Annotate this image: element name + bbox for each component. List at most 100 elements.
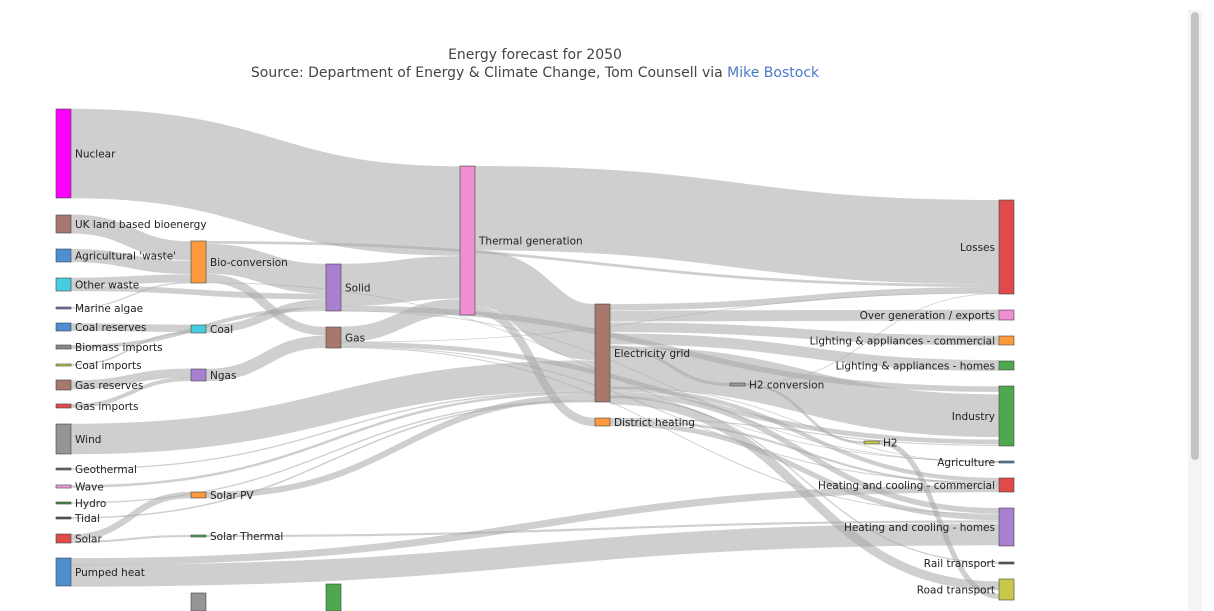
sankey-node-bar[interactable] bbox=[55, 379, 72, 391]
sankey-node-bar[interactable] bbox=[55, 214, 72, 234]
sankey-link bbox=[205, 241, 1000, 288]
sankey-node[interactable]: District heating bbox=[594, 417, 695, 429]
sankey-node-bar[interactable] bbox=[998, 477, 1015, 493]
sankey-node-bar[interactable] bbox=[55, 557, 72, 587]
sankey-node[interactable]: Road transport bbox=[917, 578, 1015, 601]
sankey-node-bar[interactable] bbox=[729, 382, 746, 387]
sankey-node[interactable]: Lighting & appliances - homes bbox=[836, 360, 1015, 373]
sankey-node-bar[interactable] bbox=[594, 303, 611, 403]
sankey-node[interactable]: Solar PV bbox=[190, 490, 254, 502]
sankey-node-bar[interactable] bbox=[998, 507, 1015, 547]
sankey-node-bar[interactable] bbox=[55, 533, 72, 544]
sankey-node-bar[interactable] bbox=[190, 534, 207, 538]
sankey-node[interactable]: Marine algae bbox=[55, 303, 143, 315]
sankey-node[interactable]: Gas reserves bbox=[55, 379, 143, 392]
sankey-node[interactable]: Wind bbox=[55, 423, 101, 455]
sankey-node[interactable]: Heating and cooling - commercial bbox=[818, 477, 1015, 493]
sankey-node-bar[interactable] bbox=[55, 423, 72, 455]
sankey-node[interactable]: Lighting & appliances - commercial bbox=[810, 335, 1015, 348]
sankey-node-bar[interactable] bbox=[190, 240, 207, 284]
sankey-node-bar[interactable] bbox=[55, 277, 72, 292]
sankey-node-label: Coal reserves bbox=[75, 322, 146, 334]
sankey-node-bar[interactable] bbox=[55, 363, 72, 367]
sankey-node-bar[interactable] bbox=[998, 309, 1015, 321]
sankey-node-bar[interactable] bbox=[55, 484, 72, 489]
sankey-node-bar[interactable] bbox=[998, 335, 1015, 346]
sankey-node-bar[interactable] bbox=[55, 322, 72, 332]
sankey-node[interactable]: UK land based bioenergy bbox=[55, 214, 207, 234]
sankey-node-bar[interactable] bbox=[998, 578, 1015, 601]
sankey-node[interactable] bbox=[325, 583, 342, 611]
sankey-node-bar[interactable] bbox=[190, 368, 207, 382]
sankey-link bbox=[609, 417, 1000, 446]
sankey-node-bar[interactable] bbox=[55, 306, 72, 310]
sankey-node-bar[interactable] bbox=[998, 199, 1015, 295]
sankey-node[interactable]: Industry bbox=[952, 385, 1015, 447]
sankey-node[interactable]: Wave bbox=[55, 482, 104, 494]
scrollbar-thumb[interactable] bbox=[1191, 12, 1199, 460]
sankey-node[interactable]: Pumped heat bbox=[55, 557, 145, 587]
sankey-node-bar[interactable] bbox=[459, 165, 476, 316]
sankey-node[interactable]: Coal reserves bbox=[55, 322, 146, 334]
sankey-node-bar[interactable] bbox=[325, 263, 342, 312]
sankey-node-bar[interactable] bbox=[325, 583, 342, 611]
sankey-node[interactable]: Geothermal bbox=[55, 464, 137, 476]
sankey-link bbox=[609, 386, 1000, 463]
sankey-node[interactable]: Agricultural 'waste' bbox=[55, 248, 176, 263]
sankey-node-label: Nuclear bbox=[75, 149, 116, 161]
sankey-node[interactable]: Tidal bbox=[55, 513, 100, 525]
sankey-node-bar[interactable] bbox=[863, 440, 880, 445]
sankey-link bbox=[70, 331, 192, 366]
sankey-node[interactable]: Coal imports bbox=[55, 360, 142, 372]
sankey-node[interactable]: H2 bbox=[863, 438, 898, 450]
sankey-node[interactable] bbox=[190, 592, 207, 611]
sankey-node[interactable]: Gas bbox=[325, 326, 365, 349]
sankey-link bbox=[205, 243, 327, 294]
sankey-node-bar[interactable] bbox=[998, 561, 1015, 565]
sankey-node-label: Rail transport bbox=[924, 558, 995, 570]
sankey-node-bar[interactable] bbox=[325, 326, 342, 349]
sankey-node-bar[interactable] bbox=[998, 460, 1015, 464]
sankey-node[interactable]: Electricity grid bbox=[594, 303, 690, 403]
sankey-node[interactable]: Ngas bbox=[190, 368, 236, 382]
sankey-node-bar[interactable] bbox=[998, 360, 1015, 371]
sankey-node[interactable]: Gas imports bbox=[55, 401, 139, 413]
sankey-node-bar[interactable] bbox=[190, 491, 207, 499]
sankey-node-label: Tidal bbox=[74, 513, 100, 525]
sankey-link bbox=[744, 293, 1000, 384]
sankey-node-label: Other waste bbox=[75, 280, 139, 292]
sankey-node[interactable]: H2 conversion bbox=[729, 380, 824, 392]
sankey-link bbox=[70, 285, 327, 300]
sankey-node[interactable]: Other waste bbox=[55, 277, 139, 292]
sankey-node[interactable]: Heating and cooling - homes bbox=[844, 507, 1015, 547]
sankey-node[interactable]: Solar bbox=[55, 533, 102, 546]
sankey-node-label: Wave bbox=[75, 482, 104, 494]
sankey-node-bar[interactable] bbox=[55, 501, 72, 505]
sankey-node-bar[interactable] bbox=[190, 592, 207, 611]
sankey-node[interactable]: Hydro bbox=[55, 498, 106, 510]
sankey-node-bar[interactable] bbox=[190, 324, 207, 334]
sankey-node[interactable]: Rail transport bbox=[924, 558, 1015, 570]
sankey-node[interactable]: Solid bbox=[325, 263, 371, 312]
sankey-node[interactable]: Coal bbox=[190, 324, 233, 336]
sankey-node-bar[interactable] bbox=[55, 516, 72, 520]
sankey-node-bar[interactable] bbox=[55, 344, 72, 350]
sankey-node[interactable]: Solar Thermal bbox=[190, 531, 283, 543]
sankey-link bbox=[70, 323, 192, 333]
sankey-node-bar[interactable] bbox=[998, 385, 1015, 447]
sankey-link bbox=[205, 393, 596, 499]
sankey-node[interactable]: Agriculture bbox=[937, 457, 1015, 469]
sankey-node-label: Pumped heat bbox=[75, 567, 145, 579]
sankey-node-bar[interactable] bbox=[55, 248, 72, 263]
sankey-node[interactable]: Biomass imports bbox=[55, 342, 163, 354]
sankey-node-bar[interactable] bbox=[55, 403, 72, 409]
sankey-node[interactable]: Bio-conversion bbox=[190, 240, 288, 284]
sankey-node[interactable]: Losses bbox=[960, 199, 1015, 295]
sankey-node[interactable]: Thermal generation bbox=[459, 165, 583, 316]
sankey-node[interactable]: Over generation / exports bbox=[860, 309, 1015, 322]
sankey-node-bar[interactable] bbox=[594, 417, 611, 427]
subtitle-link[interactable]: Mike Bostock bbox=[727, 65, 820, 81]
sankey-node[interactable]: Nuclear bbox=[55, 108, 116, 199]
sankey-node-bar[interactable] bbox=[55, 108, 72, 199]
sankey-node-bar[interactable] bbox=[55, 467, 72, 471]
